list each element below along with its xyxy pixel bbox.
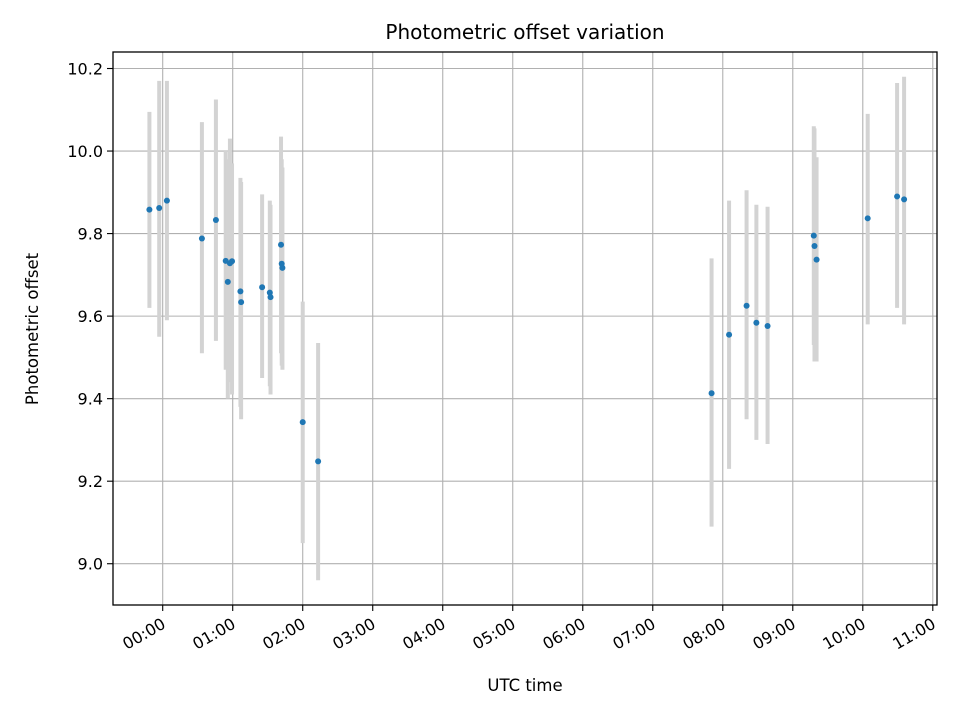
data-points bbox=[146, 193, 908, 465]
y-tick-label: 10.2 bbox=[67, 60, 103, 79]
data-point bbox=[224, 278, 231, 285]
chart-title: Photometric offset variation bbox=[385, 20, 664, 44]
data-point bbox=[279, 264, 286, 271]
data-point bbox=[315, 458, 322, 465]
y-tick-label: 9.0 bbox=[78, 555, 103, 574]
data-point bbox=[267, 294, 274, 301]
y-tick-label: 9.6 bbox=[78, 307, 103, 326]
y-tick-label: 9.2 bbox=[78, 472, 103, 491]
data-point bbox=[743, 302, 750, 309]
data-point bbox=[901, 196, 908, 203]
x-axis-label: UTC time bbox=[487, 676, 562, 695]
y-axis-ticks: 9.0 9.2 9.4 9.6 9.8 10.0 10.2 bbox=[67, 60, 113, 574]
data-point bbox=[708, 390, 715, 397]
data-point bbox=[726, 331, 733, 338]
y-tick-label: 9.8 bbox=[78, 225, 103, 244]
y-tick-label: 9.4 bbox=[78, 390, 103, 409]
data-point bbox=[811, 242, 818, 249]
data-point bbox=[894, 193, 901, 200]
data-point bbox=[259, 284, 266, 291]
data-point bbox=[198, 235, 205, 242]
data-point bbox=[810, 232, 817, 239]
data-point bbox=[753, 319, 760, 326]
data-point bbox=[156, 204, 163, 211]
grid bbox=[113, 52, 937, 605]
data-point bbox=[238, 299, 245, 306]
data-point bbox=[278, 241, 285, 248]
data-point bbox=[266, 289, 273, 296]
plot-frame bbox=[112, 51, 938, 606]
data-point bbox=[229, 258, 236, 265]
data-point bbox=[813, 256, 820, 263]
data-point bbox=[212, 216, 219, 223]
data-point bbox=[764, 323, 771, 330]
y-axis-label: Photometric offset bbox=[23, 252, 42, 405]
y-tick-label: 10.0 bbox=[67, 142, 103, 161]
data-point bbox=[864, 215, 871, 222]
data-point bbox=[163, 197, 170, 204]
data-point bbox=[299, 419, 306, 426]
data-point bbox=[146, 206, 153, 213]
data-point bbox=[237, 288, 244, 295]
